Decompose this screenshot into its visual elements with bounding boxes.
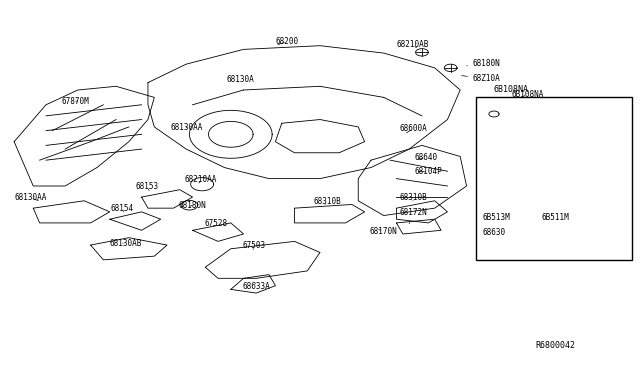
Text: 67528: 67528 <box>204 219 227 228</box>
Text: 68130A: 68130A <box>227 75 254 84</box>
Text: 68130AA: 68130AA <box>170 123 203 132</box>
Text: 68170N: 68170N <box>370 227 397 235</box>
Text: 68200: 68200 <box>275 37 298 46</box>
Text: 68172N: 68172N <box>399 208 428 224</box>
Text: 68630: 68630 <box>481 227 504 235</box>
Text: 68310B: 68310B <box>399 193 428 202</box>
Text: 68210AB: 68210AB <box>396 41 429 49</box>
Text: 68210AA: 68210AA <box>185 175 218 184</box>
Text: R6800042: R6800042 <box>536 341 576 350</box>
Text: 6B511M: 6B511M <box>541 213 570 222</box>
Text: 68310B: 68310B <box>314 197 341 206</box>
Text: 68600A: 68600A <box>399 124 428 133</box>
Text: 68153: 68153 <box>135 182 158 191</box>
Text: 67503: 67503 <box>243 241 266 250</box>
Text: 68130AA: 68130AA <box>14 193 47 202</box>
Text: 68180N: 68180N <box>467 59 500 68</box>
Text: 68130AB: 68130AB <box>109 239 142 248</box>
Text: 6B511M: 6B511M <box>539 212 566 221</box>
Text: 6B513M: 6B513M <box>481 212 509 221</box>
Text: 68180N: 68180N <box>179 201 206 210</box>
Text: 68Z10A: 68Z10A <box>461 74 500 83</box>
Text: 6B108NA: 6B108NA <box>511 90 543 99</box>
Text: 67870M: 67870M <box>62 97 90 106</box>
Text: 68630: 68630 <box>483 228 506 237</box>
Text: 68640: 68640 <box>414 153 437 162</box>
Text: 6B513M: 6B513M <box>483 213 510 222</box>
FancyBboxPatch shape <box>476 97 632 260</box>
Text: 6B108NA: 6B108NA <box>493 86 529 94</box>
Text: 68154: 68154 <box>111 203 134 213</box>
Text: 68633A: 68633A <box>243 282 270 291</box>
Text: 68104P: 68104P <box>414 167 442 176</box>
